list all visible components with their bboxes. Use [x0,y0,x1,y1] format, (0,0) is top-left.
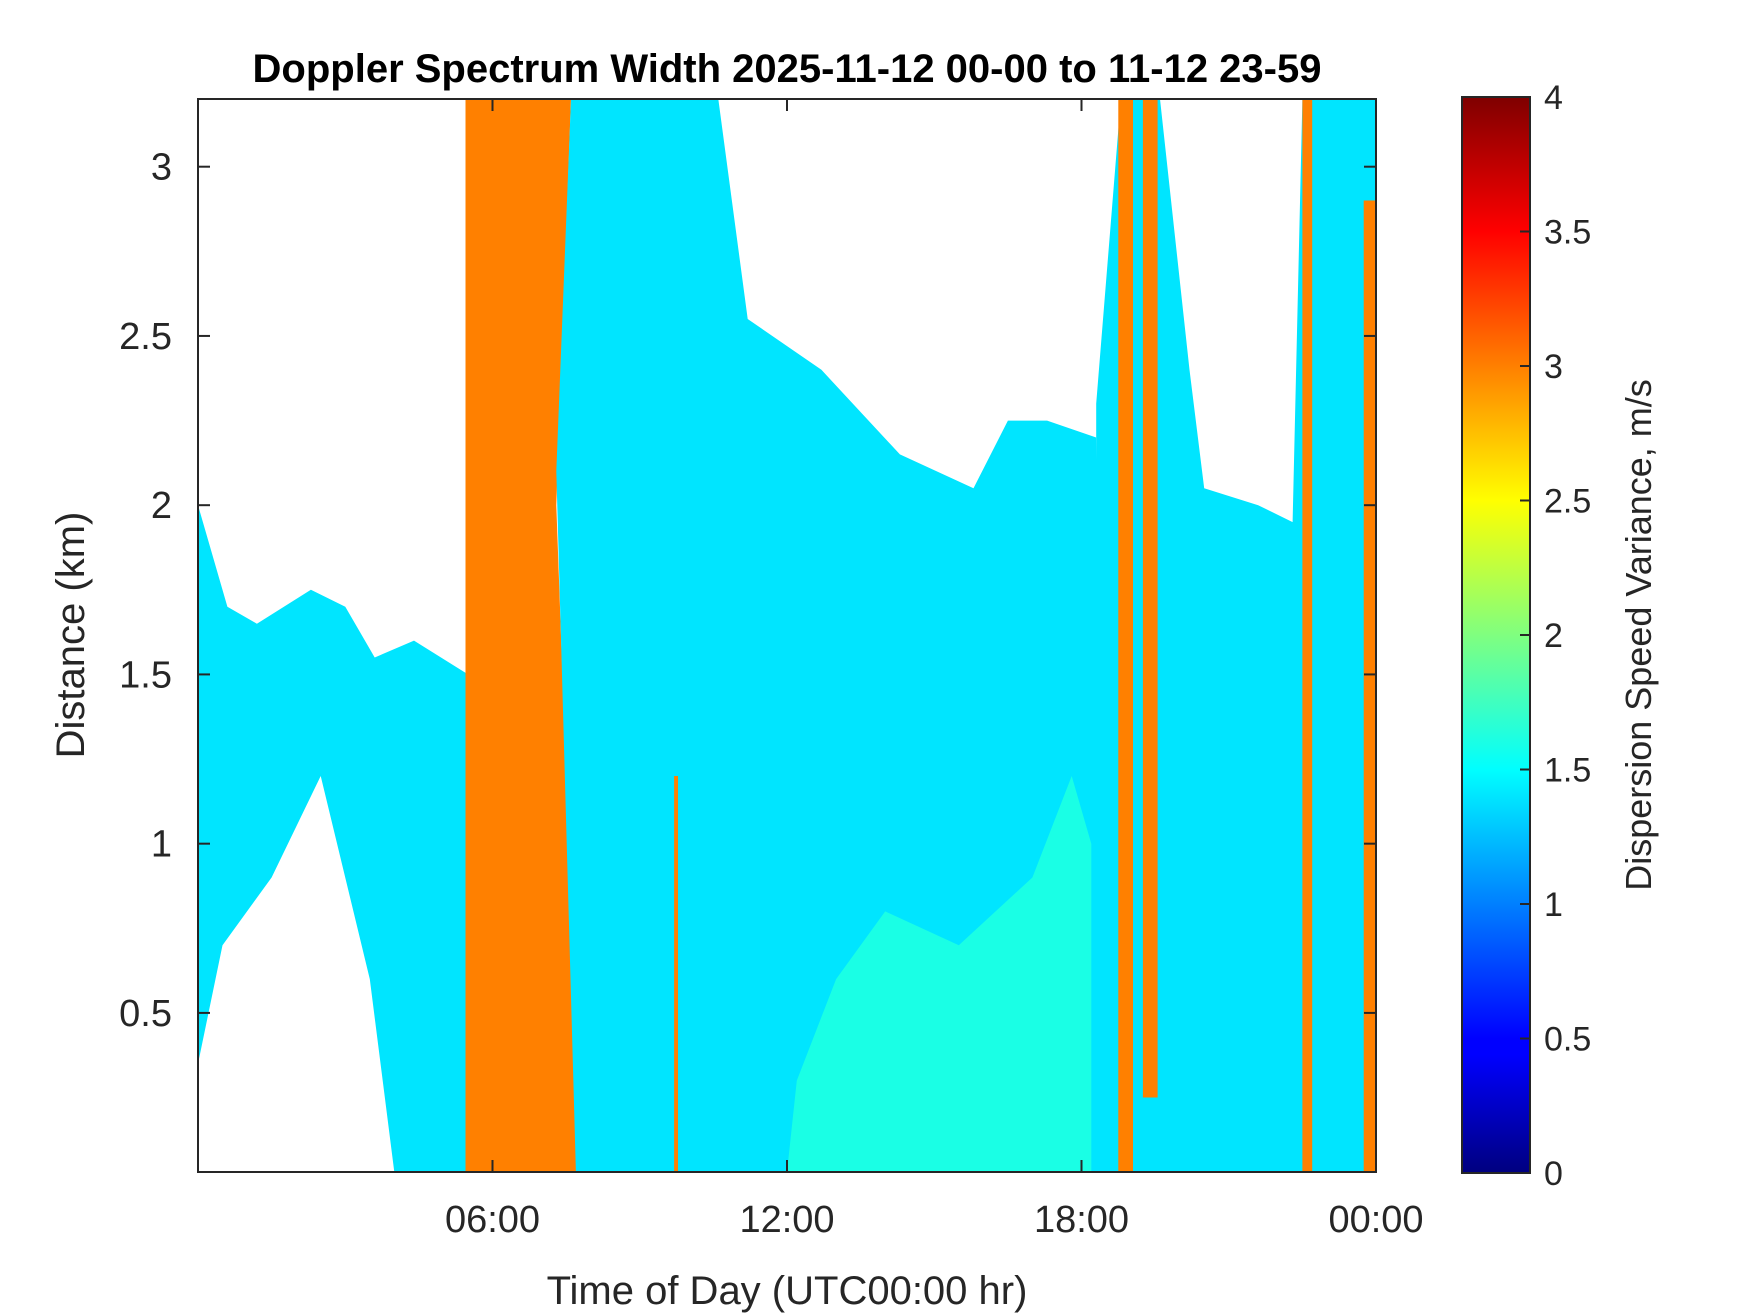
colorbar [1461,96,1531,1174]
colorbar-tick-label-1: 0.5 [1544,1021,1591,1059]
y-tick-label-2: 1.5 [119,654,172,696]
x-tick-label-1: 12:00 [739,1199,834,1241]
data-region-2 [556,99,1106,1172]
y-tick-label-0: 0.5 [119,993,172,1035]
x-tick-label-3: 00:00 [1328,1199,1423,1241]
colorbar-tick-label-3: 1.5 [1544,752,1591,790]
colorbar-tick-label-2: 1 [1544,886,1563,924]
data-regions [198,99,1376,1172]
data-region-1 [465,99,586,1172]
data-region-9 [674,776,678,1172]
x-tick-label-0: 06:00 [445,1199,540,1241]
data-region-5 [1118,99,1133,1172]
colorbar-axis: 0 0.5 1 1.5 2 2.5 3 3.5 4 [1520,79,1591,1193]
colorbar-tick-label-5: 2.5 [1544,483,1591,521]
y-axis-label: Distance (km) [49,512,93,759]
colorbar-tick-label-8: 4 [1544,79,1563,117]
x-tick-label-2: 18:00 [1034,1199,1129,1241]
colorbar-tick-label-6: 3 [1544,348,1563,386]
colorbar-tick-label-4: 2 [1544,617,1563,655]
colorbar-tick-label-7: 3.5 [1544,214,1591,252]
data-region-0 [198,505,468,1172]
y-tick-label-3: 2 [151,485,172,527]
colorbar-tick-label-0: 0 [1544,1155,1563,1193]
x-axis: 06:00 12:00 18:00 00:00 [445,99,1424,1241]
data-region-4 [787,776,1092,1172]
colorbar-label: Dispersion Speed Variance, m/s [1618,379,1659,891]
chart-title: Doppler Spectrum Width 2025-11-12 00-00 … [253,47,1322,91]
data-region-7 [1302,99,1313,1172]
y-tick-label-1: 1 [151,824,172,866]
plot-area [198,99,1376,1172]
y-tick-label-5: 3 [151,147,172,189]
y-tick-label-4: 2.5 [119,316,172,358]
data-region-6 [1142,99,1158,1098]
x-axis-label: Time of Day (UTC00:00 hr) [547,1269,1028,1313]
y-axis: 0.5 1 1.5 2 2.5 3 [119,147,1376,1035]
data-region-8 [1363,200,1376,1172]
